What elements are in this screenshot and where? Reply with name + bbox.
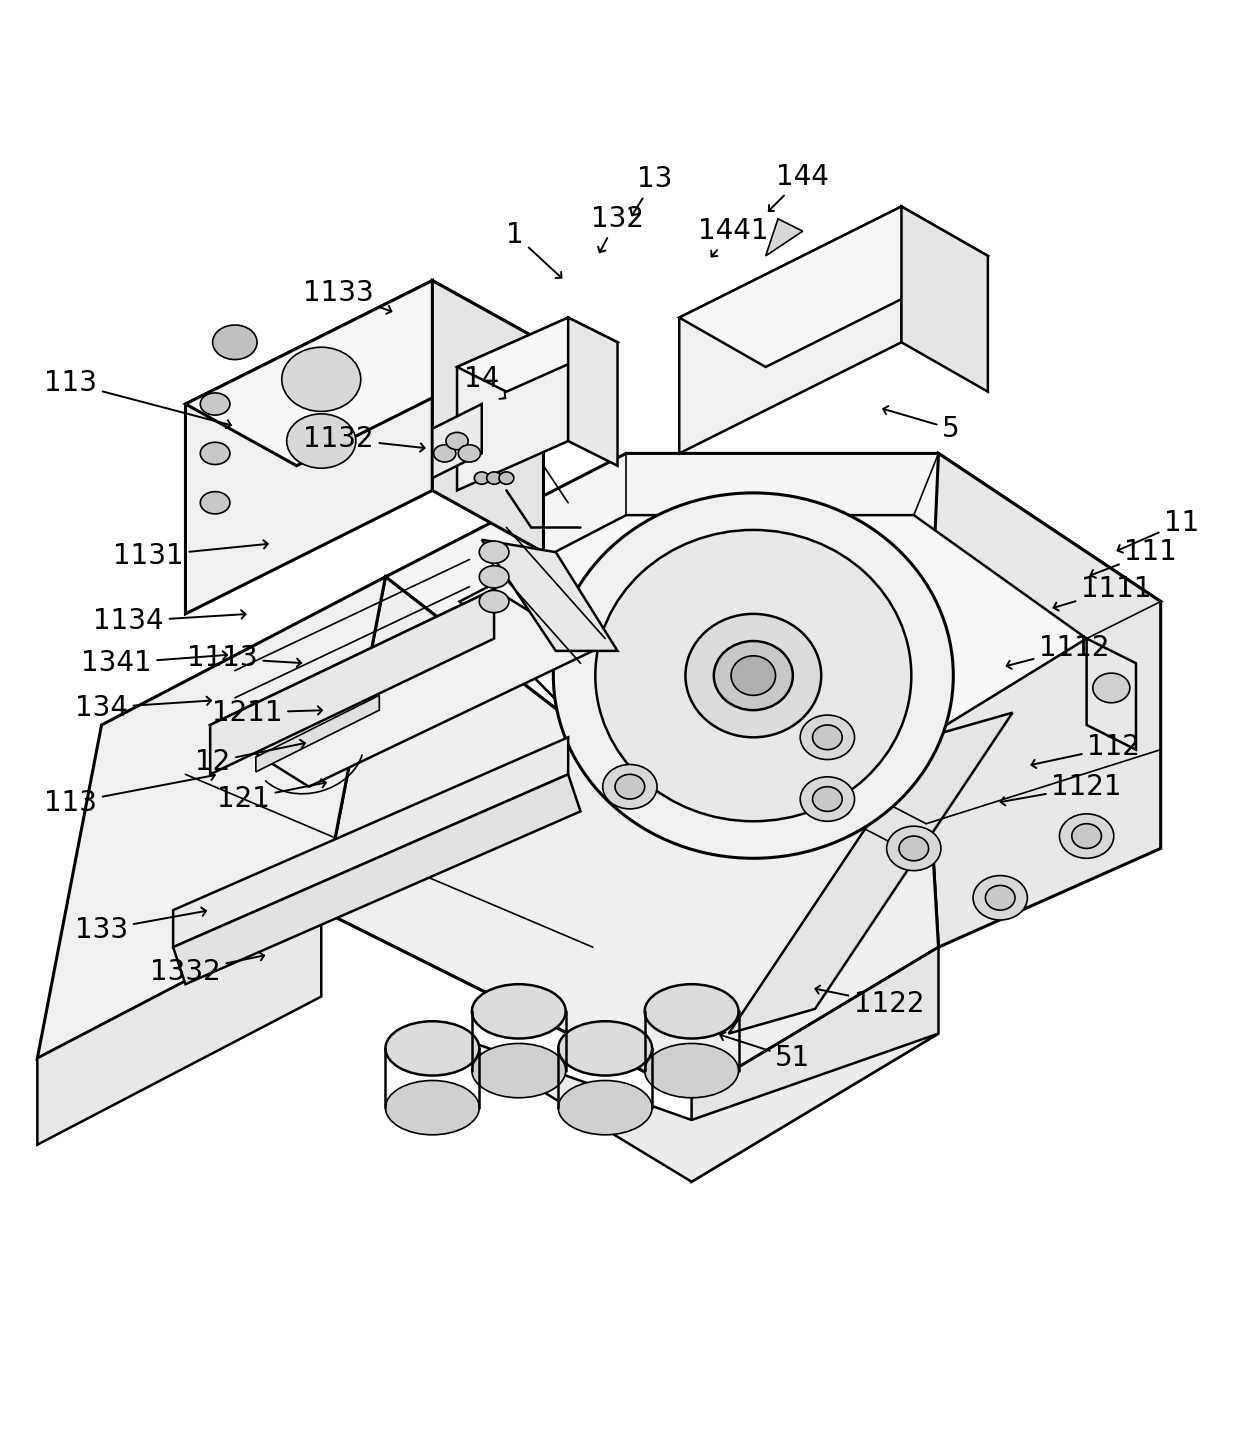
Ellipse shape	[472, 984, 565, 1039]
Ellipse shape	[281, 347, 361, 412]
Polygon shape	[186, 280, 433, 614]
Text: 1122: 1122	[816, 985, 924, 1017]
Polygon shape	[37, 910, 321, 1144]
Text: 51: 51	[720, 1032, 811, 1072]
Text: 113: 113	[45, 368, 231, 428]
Text: 14: 14	[464, 366, 506, 399]
Polygon shape	[482, 540, 618, 650]
Polygon shape	[460, 514, 1086, 737]
Ellipse shape	[615, 775, 645, 799]
Text: 1133: 1133	[303, 279, 392, 314]
Polygon shape	[386, 454, 1161, 737]
Ellipse shape	[472, 1043, 565, 1098]
Ellipse shape	[899, 837, 929, 861]
Text: 1211: 1211	[212, 698, 322, 727]
Polygon shape	[568, 318, 618, 465]
Ellipse shape	[732, 656, 775, 695]
Polygon shape	[458, 318, 568, 490]
Ellipse shape	[201, 393, 229, 415]
Text: 1332: 1332	[150, 952, 264, 985]
Ellipse shape	[201, 491, 229, 514]
Ellipse shape	[686, 614, 821, 737]
Polygon shape	[680, 207, 901, 454]
Text: 5: 5	[883, 406, 960, 442]
Text: 121: 121	[217, 779, 326, 814]
Text: 1134: 1134	[93, 607, 246, 636]
Text: 1121: 1121	[1001, 773, 1122, 805]
Ellipse shape	[645, 984, 739, 1039]
Polygon shape	[680, 207, 988, 367]
Text: 144: 144	[769, 163, 830, 211]
Text: 1112: 1112	[1007, 634, 1110, 669]
Text: 1341: 1341	[81, 649, 227, 678]
Text: 133: 133	[74, 907, 206, 944]
Polygon shape	[433, 280, 543, 552]
Ellipse shape	[446, 432, 469, 449]
Ellipse shape	[645, 1043, 739, 1098]
Ellipse shape	[812, 786, 842, 812]
Polygon shape	[729, 712, 1013, 1033]
Ellipse shape	[887, 827, 941, 871]
Ellipse shape	[498, 473, 513, 484]
Ellipse shape	[714, 642, 792, 709]
Text: 12: 12	[195, 740, 305, 776]
Text: 134: 134	[76, 694, 211, 721]
Text: 13: 13	[631, 165, 672, 215]
Ellipse shape	[286, 413, 356, 468]
Ellipse shape	[486, 473, 501, 484]
Text: 112: 112	[1032, 733, 1141, 769]
Ellipse shape	[558, 1022, 652, 1075]
Polygon shape	[901, 207, 988, 392]
Polygon shape	[1086, 639, 1136, 750]
Ellipse shape	[595, 530, 911, 821]
Ellipse shape	[459, 445, 481, 462]
Text: 1132: 1132	[304, 425, 424, 452]
Ellipse shape	[986, 886, 1016, 910]
Text: 113: 113	[45, 772, 215, 816]
Ellipse shape	[201, 442, 229, 464]
Ellipse shape	[800, 777, 854, 821]
Polygon shape	[210, 590, 593, 786]
Text: 111: 111	[1090, 538, 1177, 578]
Ellipse shape	[480, 591, 508, 613]
Polygon shape	[321, 577, 939, 1095]
Ellipse shape	[558, 1081, 652, 1134]
Text: 11: 11	[1117, 509, 1199, 552]
Polygon shape	[174, 737, 568, 946]
Polygon shape	[186, 280, 543, 465]
Text: 1: 1	[506, 221, 562, 277]
Ellipse shape	[800, 715, 854, 760]
Ellipse shape	[475, 473, 489, 484]
Polygon shape	[458, 318, 618, 392]
Ellipse shape	[480, 540, 508, 564]
Ellipse shape	[812, 725, 842, 750]
Text: 1131: 1131	[113, 540, 268, 569]
Ellipse shape	[603, 764, 657, 809]
Polygon shape	[255, 695, 379, 772]
Polygon shape	[433, 405, 482, 478]
Polygon shape	[692, 946, 939, 1182]
Ellipse shape	[973, 876, 1028, 920]
Ellipse shape	[480, 566, 508, 588]
Ellipse shape	[1071, 824, 1101, 848]
Text: 1113: 1113	[187, 644, 301, 672]
Text: 1111: 1111	[1054, 575, 1152, 611]
Ellipse shape	[386, 1081, 480, 1134]
Ellipse shape	[434, 445, 456, 462]
Polygon shape	[926, 454, 1161, 946]
Polygon shape	[174, 775, 580, 984]
Polygon shape	[448, 1033, 939, 1182]
Ellipse shape	[1092, 673, 1130, 702]
Ellipse shape	[553, 493, 954, 858]
Polygon shape	[37, 577, 386, 1058]
Polygon shape	[210, 590, 494, 775]
Ellipse shape	[212, 325, 257, 360]
Text: 1441: 1441	[698, 217, 769, 256]
Ellipse shape	[1059, 814, 1114, 858]
Ellipse shape	[386, 1022, 480, 1075]
Polygon shape	[765, 218, 802, 256]
Text: 132: 132	[591, 205, 644, 253]
